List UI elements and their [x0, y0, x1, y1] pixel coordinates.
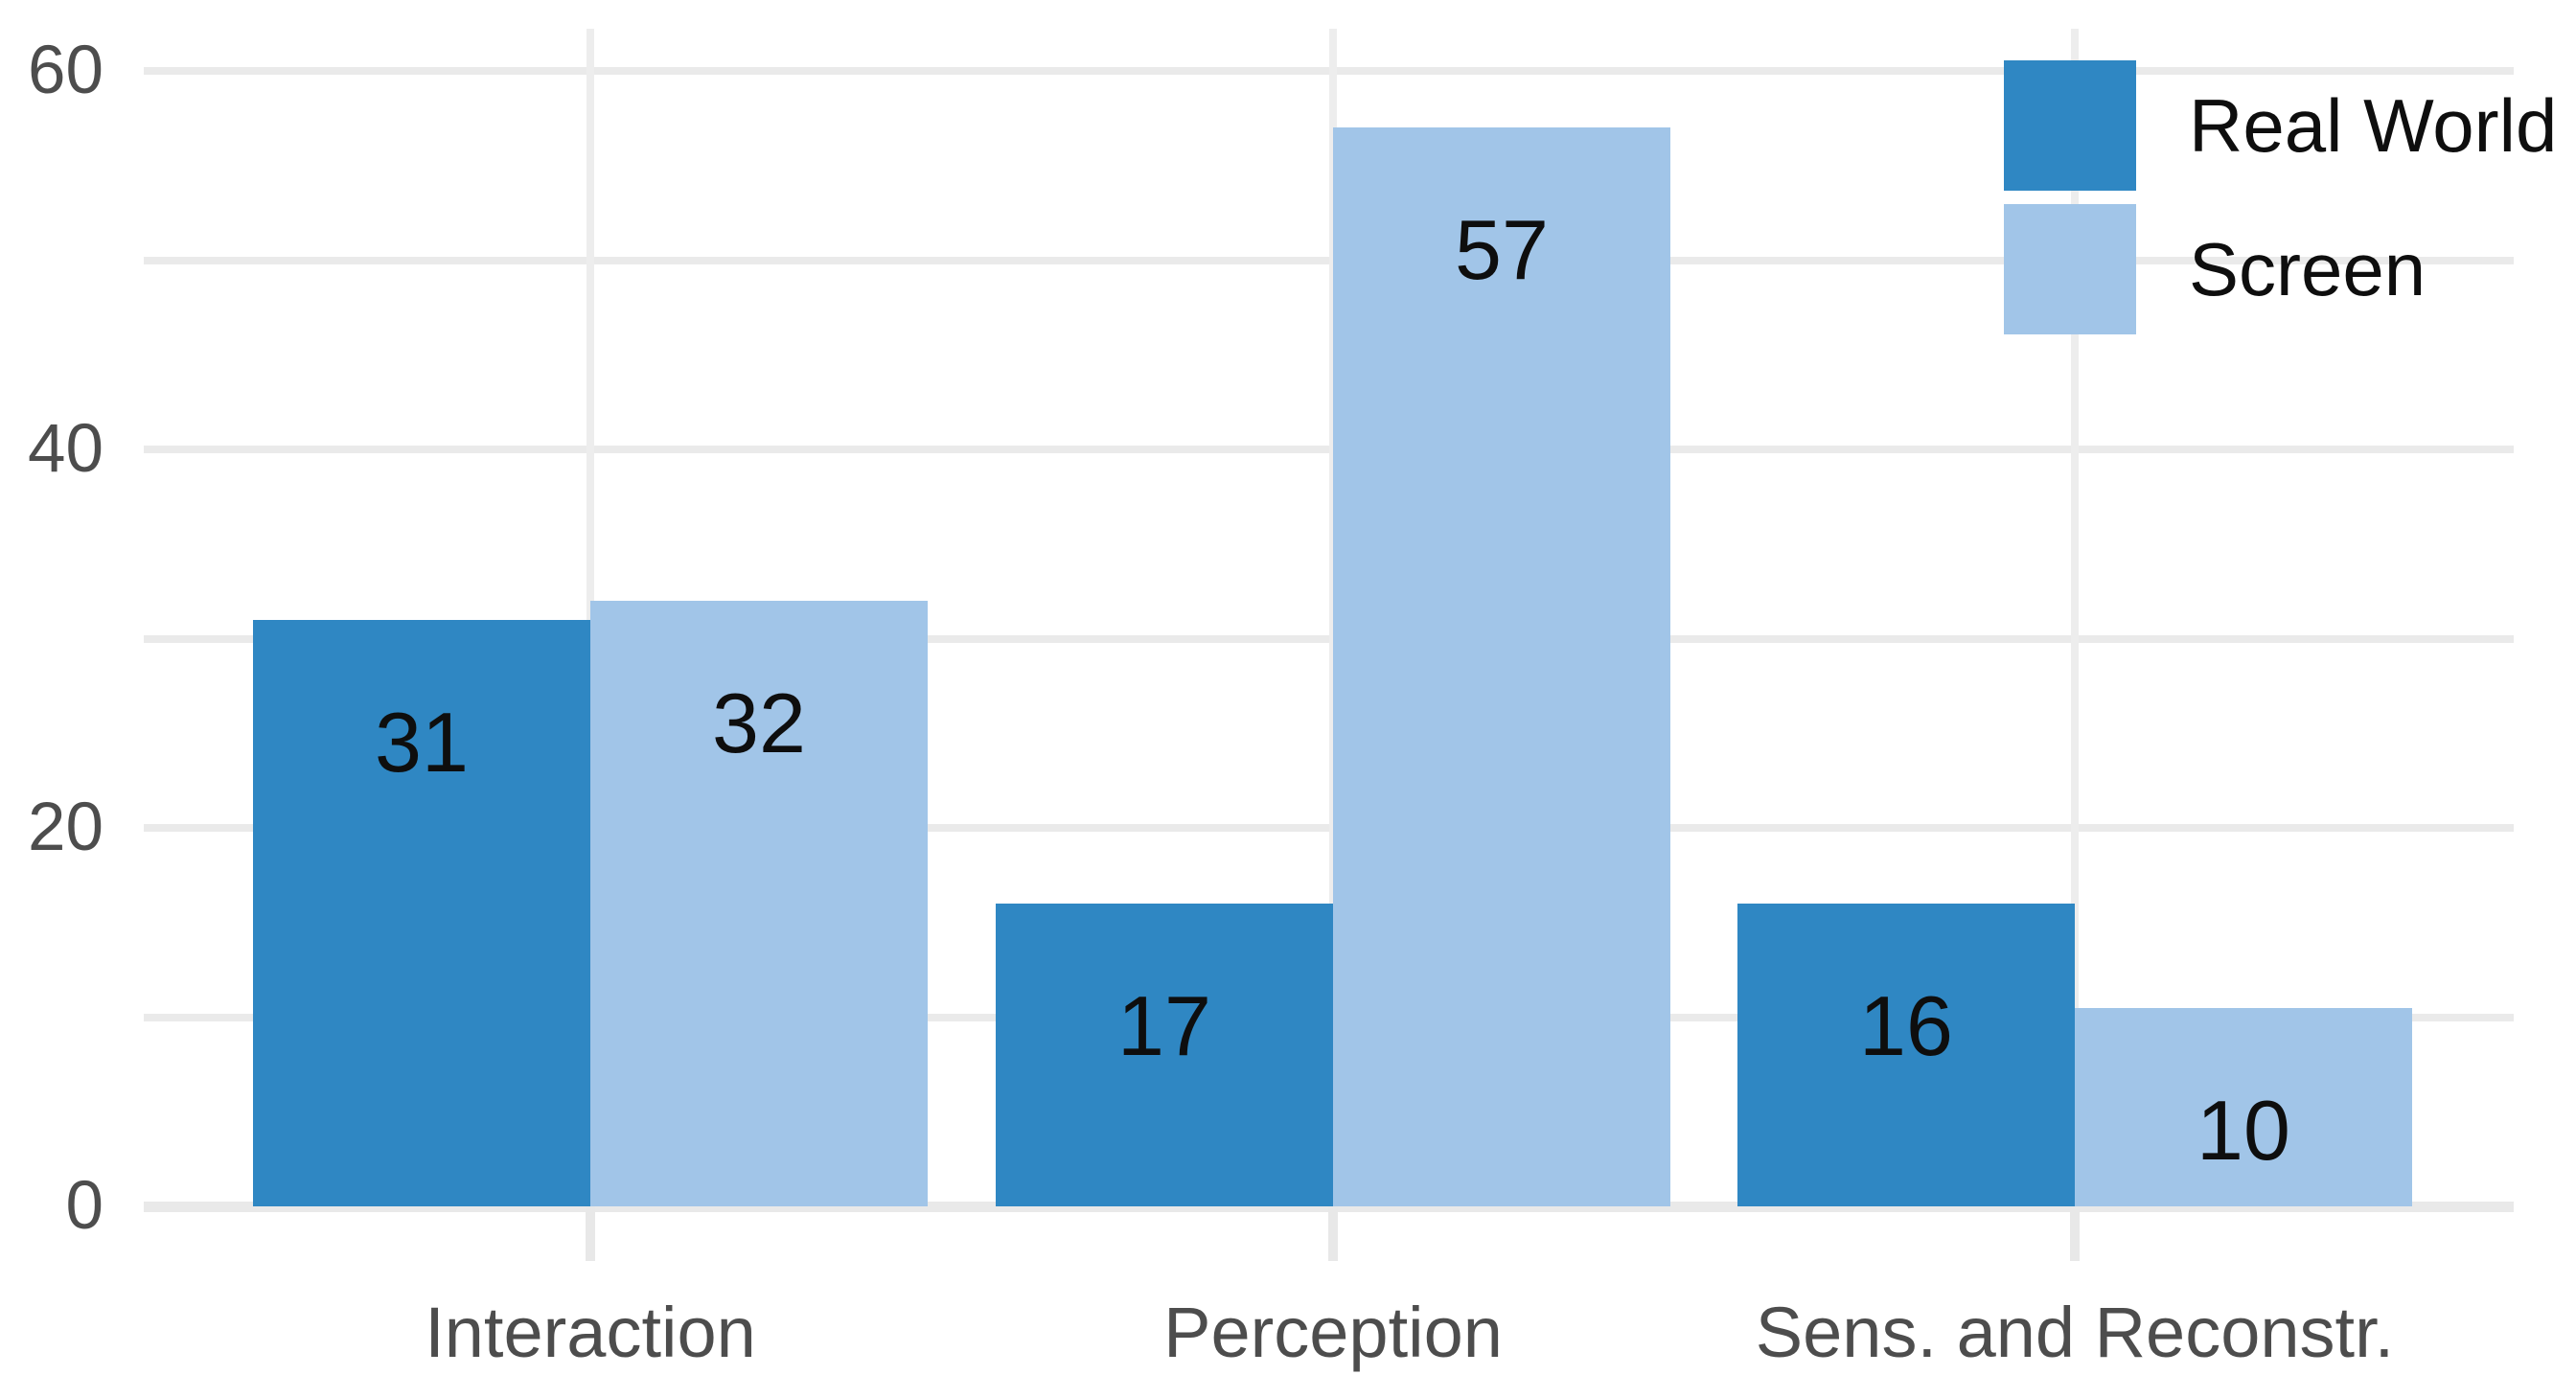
legend-swatch-real-world-icon	[2004, 60, 2136, 191]
legend: Real World Screen	[2004, 60, 2557, 334]
x-category-label-perception: Perception	[1163, 1293, 1503, 1372]
x-category-label-interaction: Interaction	[425, 1293, 756, 1372]
legend-swatch-screen-icon	[2004, 204, 2136, 334]
gridline-y-40	[144, 446, 2514, 453]
bar-real-world-interaction	[253, 620, 590, 1206]
legend-label-real-world: Real World	[2189, 83, 2558, 168]
x-axis-tick-0	[586, 1206, 595, 1261]
bar-value-real-world-interaction: 31	[375, 695, 469, 790]
x-axis-tick-2	[2070, 1206, 2080, 1261]
bar-value-screen-sens-and-reconstr: 10	[2196, 1083, 2290, 1178]
x-category-label-sens-and-reconstr: Sens. and Reconstr.	[1755, 1293, 2395, 1372]
gridline-y-50	[144, 256, 2514, 264]
gridline-y-30	[144, 634, 2514, 643]
bar-value-real-world-sens-and-reconstr: 16	[1859, 978, 1953, 1073]
y-tick-label-60: 60	[28, 33, 104, 108]
bar-screen-interaction	[590, 601, 928, 1206]
legend-item-real-world: Real World	[2004, 60, 2557, 191]
gridline-y-60	[144, 67, 2514, 75]
legend-item-screen: Screen	[2004, 204, 2557, 334]
legend-label-screen: Screen	[2189, 227, 2426, 311]
bar-real-world-perception	[996, 904, 1333, 1206]
bar-value-screen-perception: 57	[1455, 202, 1549, 297]
y-tick-label-20: 20	[28, 790, 104, 865]
bar-screen-perception	[1333, 127, 1670, 1206]
bar-real-world-sens-and-reconstr	[1737, 904, 2075, 1206]
y-tick-label-0: 0	[65, 1168, 104, 1244]
gridline-x-2	[2071, 29, 2079, 1206]
bar-screen-sens-and-reconstr	[2075, 1008, 2412, 1206]
x-axis-tick-1	[1328, 1206, 1338, 1261]
bar-value-screen-interaction: 32	[712, 676, 806, 770]
gridline-y-20	[144, 824, 2514, 832]
y-tick-label-40: 40	[28, 411, 104, 487]
bar-value-real-world-perception: 17	[1117, 978, 1211, 1073]
